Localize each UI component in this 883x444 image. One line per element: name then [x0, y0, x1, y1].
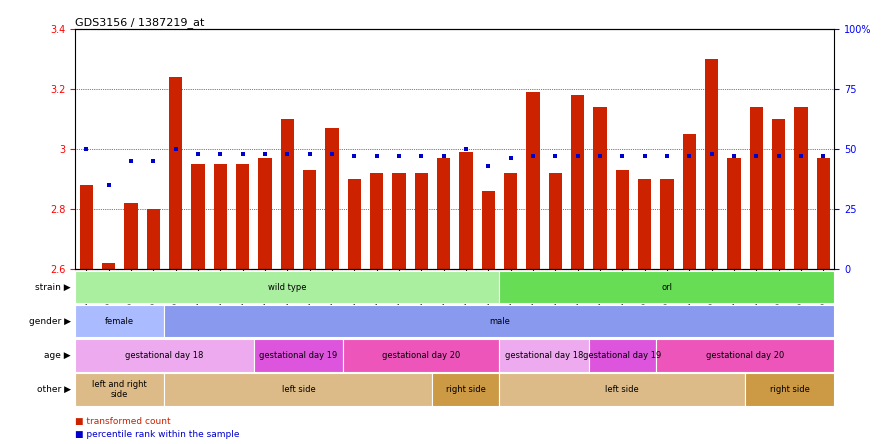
Bar — [571, 95, 585, 269]
Text: right side: right side — [446, 385, 486, 394]
Bar — [500, 339, 589, 372]
Text: ■ percentile rank within the sample: ■ percentile rank within the sample — [75, 430, 239, 439]
Bar — [75, 373, 164, 406]
Text: gestational day 18: gestational day 18 — [125, 351, 204, 360]
Bar — [548, 173, 562, 269]
Text: male: male — [489, 317, 509, 326]
Text: gestational day 18: gestational day 18 — [505, 351, 584, 360]
Bar — [169, 77, 182, 269]
Bar — [414, 173, 428, 269]
Bar — [745, 373, 834, 406]
Text: left and right
side: left and right side — [93, 380, 147, 399]
Bar — [392, 173, 405, 269]
Bar — [343, 339, 500, 372]
Bar — [660, 179, 674, 269]
Bar — [258, 158, 272, 269]
Text: age ▶: age ▶ — [44, 351, 71, 360]
Bar — [683, 134, 696, 269]
Bar — [437, 158, 450, 269]
Text: orl: orl — [661, 282, 673, 292]
Bar — [589, 339, 656, 372]
Bar — [370, 173, 383, 269]
Bar — [236, 164, 249, 269]
Bar — [147, 209, 160, 269]
Bar — [705, 59, 718, 269]
Text: left side: left side — [282, 385, 315, 394]
Text: gender ▶: gender ▶ — [28, 317, 71, 326]
Bar — [526, 92, 540, 269]
Bar — [750, 107, 763, 269]
Bar — [656, 339, 834, 372]
Bar — [500, 271, 834, 303]
Bar — [794, 107, 808, 269]
Bar — [75, 305, 164, 337]
Text: female: female — [105, 317, 134, 326]
Bar — [125, 203, 138, 269]
Text: right side: right side — [770, 385, 810, 394]
Bar — [164, 373, 433, 406]
Text: other ▶: other ▶ — [36, 385, 71, 394]
Bar — [638, 179, 652, 269]
Bar — [192, 164, 205, 269]
Bar — [75, 271, 500, 303]
Bar — [164, 305, 834, 337]
Bar — [281, 119, 294, 269]
Bar — [75, 339, 253, 372]
Text: left side: left side — [606, 385, 639, 394]
Bar — [102, 263, 116, 269]
Bar — [481, 191, 495, 269]
Text: gestational day 20: gestational day 20 — [706, 351, 784, 360]
Bar — [214, 164, 227, 269]
Text: wild type: wild type — [268, 282, 306, 292]
Bar — [728, 158, 741, 269]
Text: gestational day 19: gestational day 19 — [260, 351, 337, 360]
Bar — [303, 170, 316, 269]
Bar — [500, 373, 745, 406]
Bar — [253, 339, 343, 372]
Text: strain ▶: strain ▶ — [35, 282, 71, 292]
Text: gestational day 19: gestational day 19 — [583, 351, 661, 360]
Text: GDS3156 / 1387219_at: GDS3156 / 1387219_at — [75, 17, 205, 28]
Bar — [433, 373, 500, 406]
Bar — [772, 119, 785, 269]
Bar — [817, 158, 830, 269]
Bar — [79, 185, 93, 269]
Bar — [593, 107, 607, 269]
Bar — [615, 170, 629, 269]
Bar — [325, 128, 338, 269]
Text: gestational day 20: gestational day 20 — [382, 351, 460, 360]
Bar — [459, 152, 472, 269]
Text: ■ transformed count: ■ transformed count — [75, 416, 170, 426]
Bar — [504, 173, 517, 269]
Bar — [348, 179, 361, 269]
